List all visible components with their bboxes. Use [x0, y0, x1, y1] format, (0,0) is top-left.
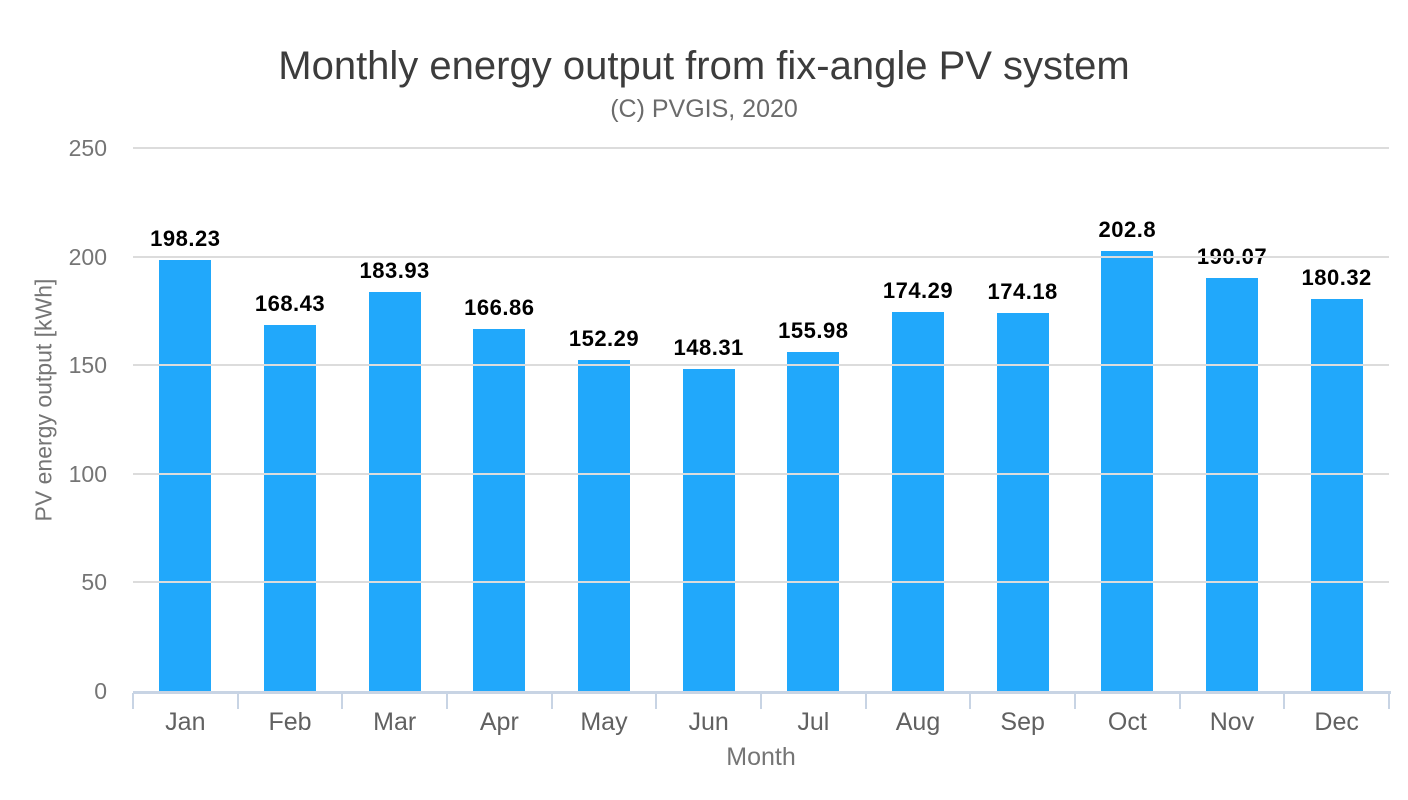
bar[interactable] — [1310, 299, 1363, 691]
x-tick-label: Jun — [688, 708, 729, 736]
gridline — [133, 581, 1389, 584]
y-tick-label: 150 — [68, 352, 107, 379]
bar-group: 180.32 — [1302, 265, 1371, 691]
x-tick-label: Nov — [1209, 708, 1255, 736]
bar-group: 190.07 — [1197, 244, 1267, 691]
bar-value-label: 180.32 — [1301, 265, 1372, 291]
bar-group: 183.93 — [360, 258, 429, 691]
bar-group: 148.31 — [674, 335, 743, 691]
x-axis-tick — [1283, 693, 1286, 709]
x-axis-tick — [236, 693, 239, 709]
x-tick-label: May — [580, 708, 628, 736]
bar-value-label: 166.86 — [464, 294, 535, 320]
y-tick-label: 250 — [68, 135, 107, 161]
x-axis-title: Month — [726, 743, 796, 771]
bar-group: 152.29 — [569, 326, 639, 691]
bar-group: 168.43 — [255, 291, 325, 691]
chart-subtitle: (C) PVGIS, 2020 — [610, 95, 798, 123]
bar-group: 174.29 — [883, 278, 953, 691]
bar[interactable] — [1101, 250, 1154, 691]
bar[interactable] — [682, 368, 735, 691]
bar-value-label: 202.8 — [1098, 216, 1157, 242]
y-tick-label: 100 — [68, 460, 107, 487]
bar-value-label: 183.93 — [359, 257, 430, 283]
x-axis-tick — [550, 693, 553, 709]
bar-group: 198.23 — [150, 226, 220, 691]
x-axis-tick — [446, 693, 448, 709]
x-axis-tick — [341, 693, 344, 709]
plot-area: 198.23 168.43 183.93 166.86 152.29 148.31 155.… — [133, 148, 1389, 691]
bar-value-label: 152.29 — [568, 326, 640, 352]
bar-value-label: 155.98 — [778, 318, 849, 344]
y-tick-label: 0 — [94, 678, 107, 704]
x-axis-tick — [760, 693, 762, 709]
bar-group: 166.86 — [464, 295, 534, 691]
y-tick-label: 50 — [81, 569, 107, 596]
bar[interactable] — [892, 312, 944, 691]
gridline — [133, 147, 1389, 149]
bar-group: 155.98 — [778, 318, 848, 691]
gridline — [133, 472, 1389, 475]
chart-title: Monthly energy output from fix-angle PV … — [278, 44, 1130, 88]
bar[interactable] — [996, 312, 1049, 691]
gridline — [133, 364, 1389, 367]
bar[interactable] — [473, 328, 526, 691]
x-axis-baseline — [133, 691, 1391, 694]
bar-value-label: 148.31 — [673, 334, 744, 360]
x-axis-tick — [132, 693, 134, 709]
bar-value-label: 174.29 — [882, 278, 954, 304]
x-tick-label: Feb — [268, 708, 312, 736]
bar[interactable] — [787, 352, 840, 691]
x-axis-tick — [864, 693, 867, 709]
x-tick-label: Jan — [165, 708, 206, 736]
bar-group: 202.8 — [1099, 217, 1156, 691]
bar[interactable] — [1206, 278, 1258, 691]
x-tick-label: Sep — [1000, 708, 1045, 736]
bar[interactable] — [578, 360, 630, 691]
bar[interactable] — [264, 325, 316, 691]
bar-group: 174.18 — [988, 279, 1057, 691]
x-axis-tick — [969, 693, 972, 709]
x-tick-label: Oct — [1107, 708, 1147, 736]
x-axis-tick — [655, 693, 658, 709]
bar[interactable] — [368, 291, 421, 691]
x-tick-label: Apr — [479, 708, 519, 736]
x-axis-tick — [1178, 693, 1181, 709]
bar-value-label: 168.43 — [254, 291, 326, 317]
bar[interactable] — [159, 260, 212, 691]
x-tick-label: Aug — [895, 708, 941, 736]
bar-value-label: 174.18 — [987, 278, 1058, 304]
x-axis-tick — [1074, 693, 1076, 709]
x-tick-label: Mar — [373, 708, 417, 736]
x-tick-label: Dec — [1314, 708, 1359, 736]
x-axis-tick — [1388, 693, 1390, 709]
bar-value-label: 198.23 — [150, 226, 221, 252]
gridline — [133, 255, 1389, 258]
y-tick-label: 200 — [68, 243, 107, 270]
x-tick-label: Jul — [797, 708, 830, 736]
